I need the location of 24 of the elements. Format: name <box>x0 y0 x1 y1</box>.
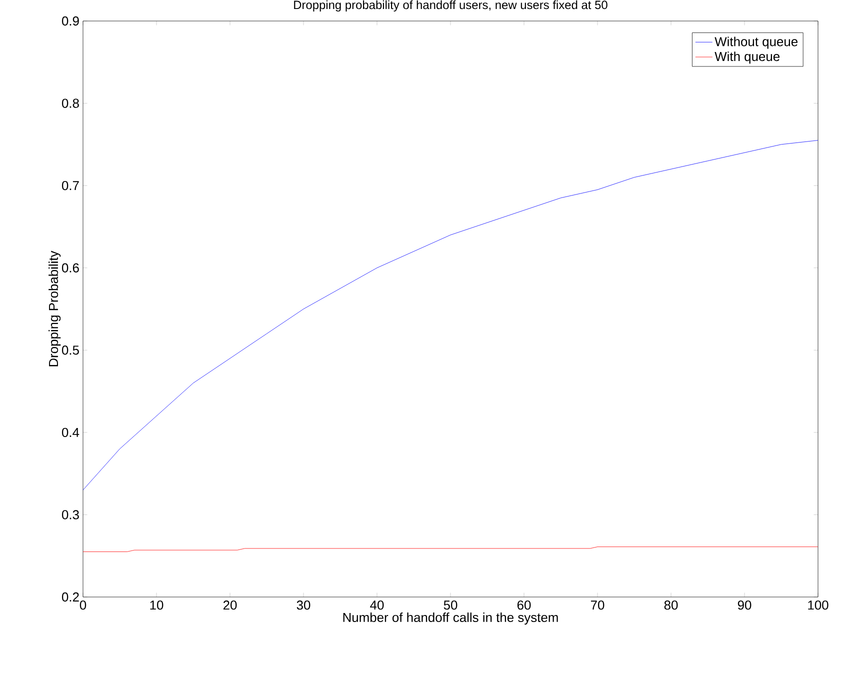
x-tick-label: 0 <box>80 600 86 610</box>
y-tick-label: 0.3 <box>62 510 79 520</box>
y-tick-label: 0.5 <box>62 346 79 355</box>
x-tick-label: 60 <box>517 600 531 610</box>
legend-label: With queue <box>714 52 780 64</box>
y-tick-label: 0.8 <box>62 98 79 108</box>
chart-title: Dropping probability of handoff users, new users fixed at 50 <box>294 0 608 12</box>
y-axis-title: Dropping Probability <box>48 250 61 366</box>
x-tick-label: 20 <box>223 600 237 610</box>
x-tick-label: 90 <box>738 600 752 610</box>
y-tick-label: 0.6 <box>62 263 79 272</box>
y-tick-label: 0.7 <box>62 180 79 190</box>
y-tick-label: 0.9 <box>62 16 79 26</box>
x-tick-label: 80 <box>664 600 678 610</box>
x-tick-label: 40 <box>370 600 384 610</box>
y-tick-label: 0.4 <box>62 428 80 438</box>
x-tick-label: 70 <box>590 600 604 610</box>
legend-label: Without queue <box>714 36 798 49</box>
y-tick-label: 0.2 <box>62 592 79 602</box>
x-tick-label: 50 <box>444 600 458 610</box>
x-axis-title: Number of handoff calls in the system <box>343 612 558 625</box>
x-tick-label: 100 <box>808 600 828 610</box>
x-tick-label: 30 <box>296 600 310 610</box>
x-tick-label: 10 <box>150 600 164 610</box>
